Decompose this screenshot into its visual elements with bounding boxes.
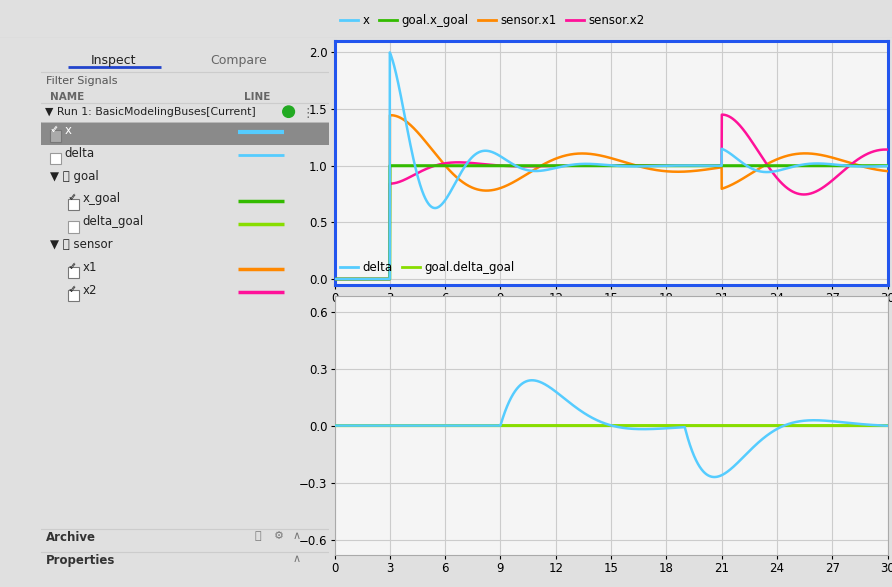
Text: Filter Signals: Filter Signals xyxy=(46,76,118,86)
Bar xyxy=(50,153,62,164)
Text: delta_goal: delta_goal xyxy=(83,215,144,228)
Bar xyxy=(50,130,62,141)
Text: Compare: Compare xyxy=(211,53,267,67)
Text: ▼ ⬞ sensor: ▼ ⬞ sensor xyxy=(50,238,112,251)
Text: ✓: ✓ xyxy=(69,262,77,272)
Text: ✓: ✓ xyxy=(50,124,58,134)
Text: Properties: Properties xyxy=(46,554,116,567)
Bar xyxy=(68,267,79,278)
Text: delta: delta xyxy=(64,147,95,160)
Legend: x, goal.x_goal, sensor.x1, sensor.x2: x, goal.x_goal, sensor.x1, sensor.x2 xyxy=(341,14,645,27)
Text: ✓: ✓ xyxy=(68,284,77,294)
Text: ✓: ✓ xyxy=(69,194,77,204)
Text: ∧: ∧ xyxy=(293,531,301,541)
Text: Archive: Archive xyxy=(46,531,96,544)
Text: ✓: ✓ xyxy=(68,193,77,203)
Text: NAME: NAME xyxy=(50,92,84,102)
Text: ✓: ✓ xyxy=(69,285,77,295)
Text: 🗑: 🗑 xyxy=(254,531,261,541)
Text: ⚙: ⚙ xyxy=(274,531,284,541)
Circle shape xyxy=(283,106,294,117)
Bar xyxy=(68,221,79,233)
Text: LINE: LINE xyxy=(244,92,270,102)
Text: ✓: ✓ xyxy=(51,125,59,135)
Bar xyxy=(68,198,79,210)
Bar xyxy=(68,290,79,301)
Text: ▼ Run 1: BasicModelingBuses[Current]: ▼ Run 1: BasicModelingBuses[Current] xyxy=(45,106,256,116)
Bar xyxy=(41,122,329,145)
Text: ∧: ∧ xyxy=(293,554,301,564)
Text: Inspect: Inspect xyxy=(91,53,136,67)
Legend: delta, goal.delta_goal: delta, goal.delta_goal xyxy=(341,261,515,274)
Text: x2: x2 xyxy=(83,284,97,296)
Text: x1: x1 xyxy=(83,261,97,274)
Text: ⋮: ⋮ xyxy=(301,106,314,120)
Text: ▼ ⬞ goal: ▼ ⬞ goal xyxy=(50,170,98,183)
Text: ✓: ✓ xyxy=(68,261,77,271)
Text: x_goal: x_goal xyxy=(83,193,120,205)
Text: x: x xyxy=(64,124,71,137)
